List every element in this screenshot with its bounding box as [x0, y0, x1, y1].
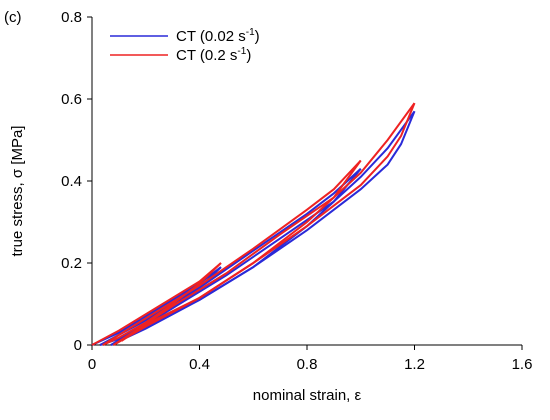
x-tick-label: 0.4 [189, 356, 210, 373]
legend-label-main: CT (0.02 s [176, 28, 246, 45]
series-line-load-cycle-2 [99, 167, 362, 346]
x-tick-label: 0 [88, 356, 96, 373]
legend-label: CT (0.02 s-1) [176, 27, 260, 45]
y-tick-label: 0.6 [61, 91, 82, 108]
y-ticks: 0 0.2 0.4 0.6 0.8 [61, 9, 92, 354]
series-blue [91, 110, 416, 346]
legend-label-end: ) [255, 28, 260, 45]
x-tick-label: 0.8 [297, 356, 318, 373]
y-axis-title: true stress, σ [MPa] [9, 126, 26, 257]
series-line-unload-cycle-1 [102, 262, 222, 346]
legend-label-superscript: -1 [237, 46, 246, 57]
y-tick-label: 0.4 [61, 173, 82, 190]
series-red [91, 102, 416, 346]
series-line-load-cycle-3 [112, 102, 416, 346]
series-line-load-cycle-1 [91, 262, 222, 346]
y-tick-label: 0.8 [61, 9, 82, 26]
series-line-load-cycle-3 [110, 110, 416, 346]
series-group [91, 102, 416, 346]
legend-label: CT (0.2 s-1) [176, 46, 251, 64]
legend: CT (0.02 s-1)CT (0.2 s-1) [110, 27, 260, 64]
legend-label-main: CT (0.2 s [176, 47, 237, 64]
series-line-unload-cycle-3 [120, 102, 416, 342]
x-tick-label: 1.6 [512, 356, 533, 373]
panel-label: (c) [4, 9, 22, 26]
x-axis-title: nominal strain, ε [253, 387, 362, 404]
x-tick-label: 1.2 [404, 356, 425, 373]
legend-label-end: ) [246, 47, 251, 64]
x-ticks: 0 0.4 0.8 1.2 1.6 [88, 345, 533, 373]
series-line-load-cycle-2 [102, 159, 362, 346]
y-tick-label: 0 [74, 337, 82, 354]
legend-label-superscript: -1 [246, 27, 255, 38]
y-tick-label: 0.2 [61, 255, 82, 272]
plot-area: 0 0.4 0.8 1.2 1.6 0 0.2 0.4 0.6 0.8 [61, 9, 532, 373]
